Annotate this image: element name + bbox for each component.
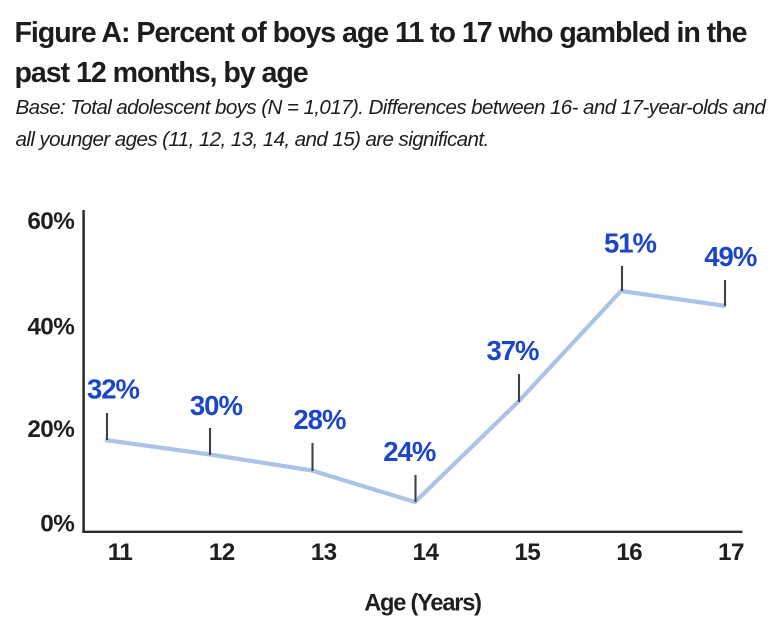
svg-text:15: 15 <box>514 539 540 566</box>
svg-text:Age (Years): Age (Years) <box>364 591 481 617</box>
svg-text:11: 11 <box>108 539 133 566</box>
svg-text:51%: 51% <box>604 228 657 259</box>
svg-text:24%: 24% <box>383 436 436 467</box>
svg-text:13: 13 <box>311 539 337 566</box>
svg-text:28%: 28% <box>293 404 346 435</box>
svg-text:14: 14 <box>413 539 440 566</box>
svg-text:32%: 32% <box>87 374 140 405</box>
svg-text:60%: 60% <box>27 208 74 235</box>
svg-text:30%: 30% <box>190 390 243 421</box>
svg-text:12: 12 <box>209 539 235 566</box>
svg-text:49%: 49% <box>704 241 757 272</box>
svg-text:17: 17 <box>718 539 744 566</box>
svg-text:0%: 0% <box>40 511 74 538</box>
svg-text:20%: 20% <box>27 416 74 443</box>
svg-text:16: 16 <box>616 539 642 566</box>
svg-text:40%: 40% <box>27 314 74 341</box>
svg-text:37%: 37% <box>486 335 539 366</box>
